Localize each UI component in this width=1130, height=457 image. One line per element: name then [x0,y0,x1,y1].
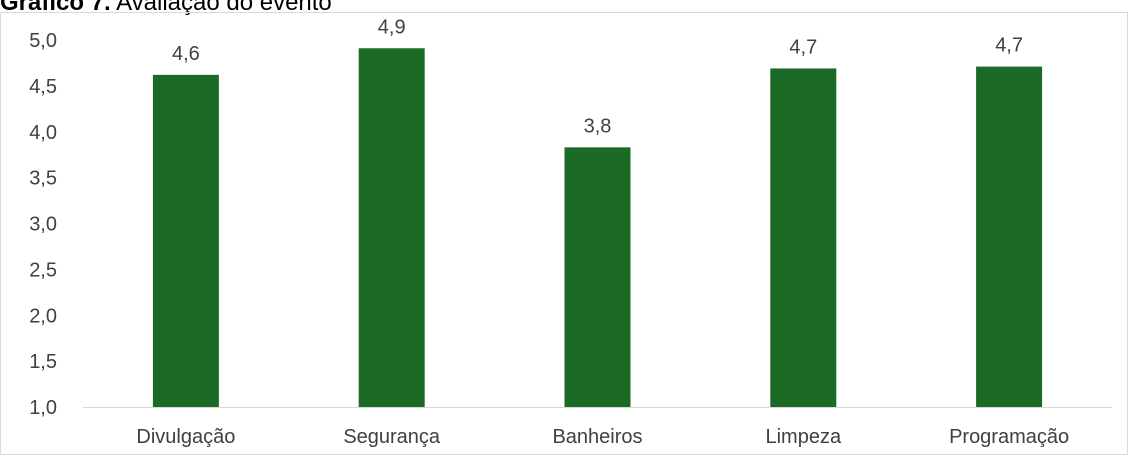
bar [358,48,425,407]
bar-data-label: 4,9 [378,16,406,38]
x-tick-label: Divulgação [136,426,235,448]
y-tick-label: 5,0 [29,30,57,52]
bar [770,68,837,407]
bar [564,147,631,407]
bar-data-label: 4,7 [789,36,817,58]
bar [976,66,1043,408]
bar-data-label: 4,6 [172,43,200,65]
bar [152,74,219,408]
chart-title: Gráfico 7. Avaliação do evento [0,0,332,16]
bars [152,48,1043,408]
y-axis-ticks: 1,0 1,5 2,0 2,5 3,0 3,5 4,0 4,5 5,0 [29,30,57,419]
y-tick-label: 2,0 [29,305,57,327]
y-tick-label: 1,5 [29,351,57,373]
x-tick-label: Banheiros [552,426,642,448]
x-tick-label: Segurança [343,426,441,448]
y-tick-label: 1,0 [29,397,57,419]
data-labels: 4,6 4,9 3,8 4,7 4,7 [172,16,1023,137]
x-axis-ticks: Divulgação Segurança Banheiros Limpeza Progr… [136,426,1069,448]
y-tick-label: 3,5 [29,168,57,190]
y-tick-label: 4,0 [29,122,57,144]
chart-title-rest: Avaliação do evento [110,0,332,16]
chart-frame [0,12,1128,455]
y-tick-label: 4,5 [29,76,57,98]
x-tick-label: Limpeza [765,426,841,448]
x-tick-label: Programação [949,426,1069,448]
bar-data-label: 4,7 [995,35,1023,57]
y-tick-label: 2,5 [29,259,57,281]
bar-data-label: 3,8 [584,115,612,137]
chart-title-bold: Gráfico 7. [0,0,111,16]
y-tick-label: 3,0 [29,214,57,236]
